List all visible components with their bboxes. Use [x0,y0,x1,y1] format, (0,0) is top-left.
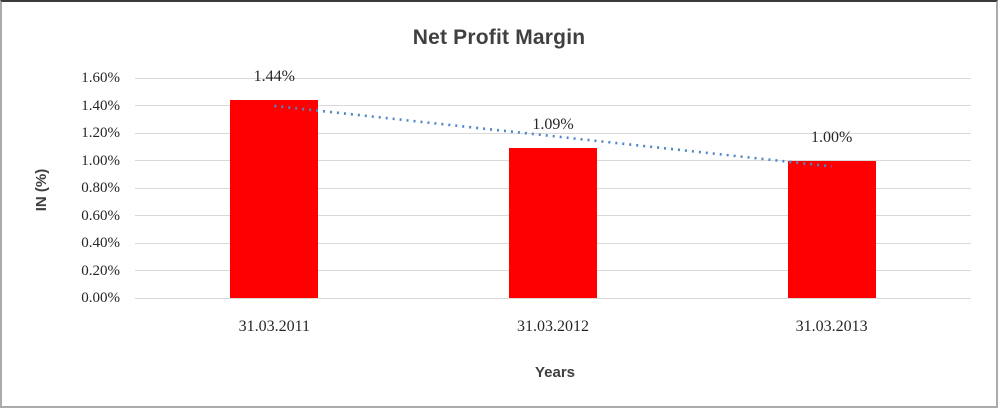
y-tick-label: 1.40% [81,97,120,114]
x-tick-label: 31.03.2013 [795,318,868,335]
bar-31.03.2011 [230,100,319,298]
y-tick-label: 1.20% [81,125,120,141]
y-tick-label: 0.00% [81,290,120,306]
gridline [135,77,971,79]
gridline [135,297,971,299]
y-tick-label: 0.20% [81,262,120,279]
bar-data-label: 1.44% [253,68,295,85]
y-tick-label: 0.40% [81,235,120,251]
x-tick-label: 31.03.2011 [238,318,311,335]
chart-title: Net Profit Margin [412,26,586,49]
y-tick-label: 0.80% [81,180,120,196]
y-tick-label: 1.00% [81,152,120,169]
y-tick-label: 0.60% [81,207,120,224]
y-tick-label: 1.60% [81,70,120,86]
bar-31.03.2012 [509,148,597,298]
x-axis-title: Years [534,364,576,381]
bar-31.03.2013 [787,160,876,298]
bar-data-label: 1.00% [810,128,853,146]
bar-data-label: 1.09% [532,116,574,134]
x-tick-label: 31.03.2012 [517,318,589,335]
